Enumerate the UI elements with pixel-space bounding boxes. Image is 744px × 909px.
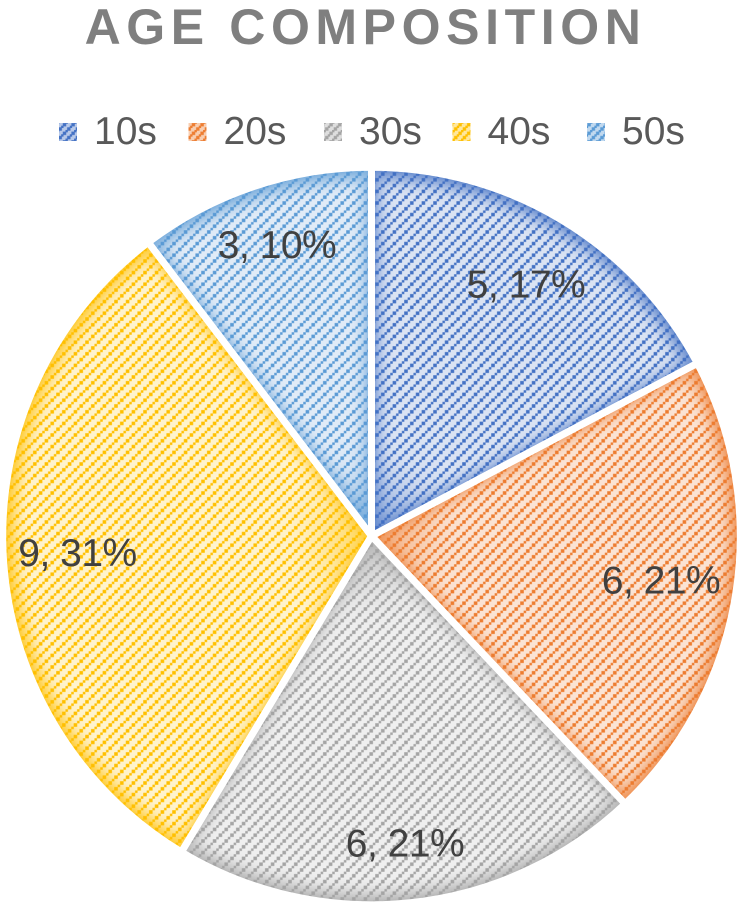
svg-text:40s: 40s (488, 110, 551, 153)
svg-text:20s: 20s (224, 110, 287, 153)
svg-text:50s: 50s (622, 110, 685, 153)
svg-text:6, 21%: 6, 21% (346, 823, 464, 866)
svg-text:30s: 30s (359, 110, 422, 153)
svg-text:10s: 10s (94, 110, 157, 153)
svg-text:5, 17%: 5, 17% (467, 264, 585, 307)
svg-text:3, 10%: 3, 10% (218, 224, 336, 267)
svg-text:AGE COMPOSITION: AGE COMPOSITION (85, 0, 647, 55)
svg-text:6, 21%: 6, 21% (602, 560, 720, 603)
svg-text:9, 31%: 9, 31% (18, 532, 136, 575)
